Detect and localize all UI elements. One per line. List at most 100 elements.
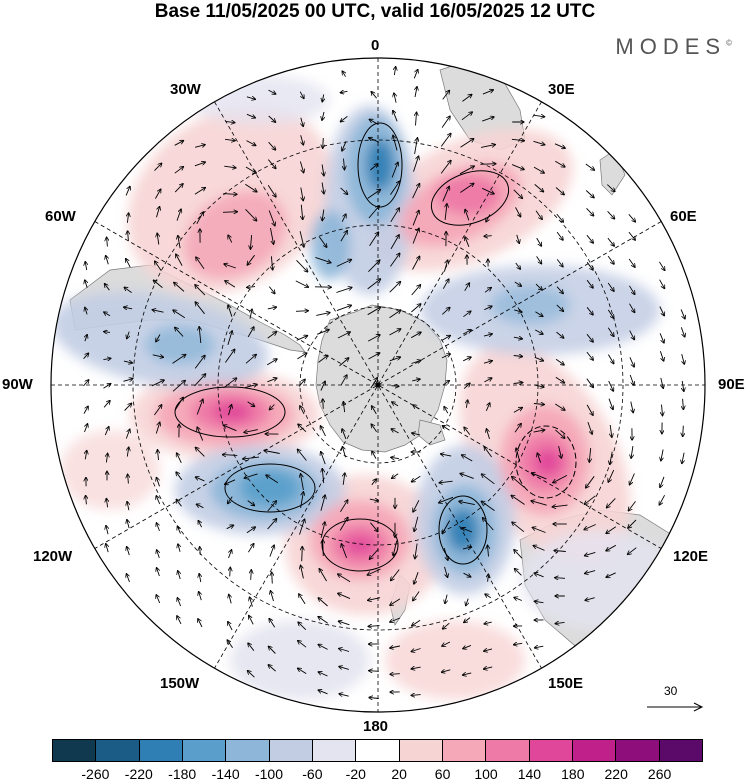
colorbar-swatch bbox=[96, 740, 140, 761]
wind-vector bbox=[442, 91, 450, 100]
wind-vector bbox=[246, 140, 256, 146]
wind-vector bbox=[369, 626, 380, 627]
wind-vector bbox=[245, 473, 258, 478]
wind-vector bbox=[194, 145, 205, 148]
wind-vector bbox=[336, 288, 351, 293]
wind-vector bbox=[155, 261, 162, 271]
wind-vector bbox=[462, 528, 473, 533]
wind-vector bbox=[172, 381, 185, 392]
wind-vector bbox=[512, 522, 525, 533]
wind-vector bbox=[608, 398, 613, 410]
wind-vector bbox=[586, 207, 594, 215]
wind-vector bbox=[338, 593, 351, 600]
wind-vector bbox=[245, 208, 257, 220]
wind-vector bbox=[367, 279, 381, 290]
wind-vector bbox=[194, 356, 205, 369]
polar-map bbox=[50, 57, 706, 713]
wind-vector bbox=[628, 547, 637, 555]
wind-vector bbox=[412, 229, 419, 244]
wind-vector bbox=[128, 475, 129, 484]
wind-vector bbox=[460, 474, 474, 479]
wind-vector bbox=[534, 356, 543, 360]
wind-vector bbox=[194, 374, 206, 387]
colorbar-swatch bbox=[659, 740, 702, 761]
wind-vector bbox=[369, 499, 378, 501]
wind-vector bbox=[228, 305, 233, 317]
wind-vector bbox=[488, 546, 489, 557]
wind-vector bbox=[123, 379, 133, 382]
wind-vector bbox=[156, 496, 161, 505]
wind-vector bbox=[337, 332, 350, 339]
wind-vector bbox=[610, 424, 612, 437]
colorbar-tick-label: -100 bbox=[254, 766, 284, 782]
wind-vector bbox=[556, 286, 563, 294]
wind-vector bbox=[106, 256, 109, 265]
wind-vector bbox=[84, 424, 88, 433]
wind-vector bbox=[154, 405, 161, 416]
wind-vector bbox=[514, 550, 523, 559]
wind-vector bbox=[372, 451, 377, 459]
wind-vector bbox=[488, 574, 489, 582]
wind-vector bbox=[534, 184, 544, 191]
wind-vector bbox=[339, 358, 349, 367]
wind-vector bbox=[586, 307, 593, 314]
colorbar-swatch bbox=[182, 740, 227, 761]
wind-vector bbox=[127, 547, 130, 556]
wind-vector bbox=[463, 572, 471, 577]
wind-vector bbox=[606, 572, 616, 577]
wind-vector bbox=[319, 236, 326, 247]
wind-vector bbox=[483, 334, 492, 336]
wind-vector bbox=[389, 282, 401, 293]
wind-vector bbox=[370, 548, 379, 559]
colorbar-swatch bbox=[442, 740, 487, 761]
wind-vector bbox=[482, 187, 494, 193]
colorbar-swatch bbox=[486, 740, 530, 761]
wind-vector bbox=[555, 187, 564, 195]
wind-vector bbox=[338, 574, 351, 583]
wind-vector bbox=[196, 448, 205, 457]
wind-vector bbox=[177, 453, 182, 463]
wind-vector bbox=[178, 571, 180, 580]
wind-vector bbox=[513, 189, 522, 198]
wind-vector bbox=[227, 331, 232, 346]
wind-vector bbox=[229, 595, 231, 604]
wind-vectors bbox=[83, 67, 685, 699]
wind-vector bbox=[269, 647, 276, 654]
wind-vector bbox=[248, 671, 255, 678]
wind-vector bbox=[228, 405, 232, 416]
wind-vector bbox=[533, 528, 546, 533]
wind-vector bbox=[245, 355, 256, 364]
wind-vector bbox=[513, 408, 522, 413]
wind-vector bbox=[85, 308, 87, 315]
wind-vector bbox=[298, 641, 307, 648]
wind-vector bbox=[196, 400, 203, 415]
wind-vector bbox=[298, 622, 307, 631]
wind-vector bbox=[178, 544, 180, 552]
wind-vector bbox=[226, 525, 234, 530]
wind-vector bbox=[585, 598, 595, 601]
wind-vector bbox=[302, 547, 303, 562]
wind-vector bbox=[442, 670, 451, 672]
wind-vector bbox=[585, 495, 596, 504]
wind-vector bbox=[301, 187, 303, 201]
wind-vector bbox=[106, 499, 107, 508]
wind-vector bbox=[230, 568, 231, 577]
wind-vector bbox=[177, 500, 182, 507]
wind-vector bbox=[368, 568, 381, 575]
wind-vector bbox=[156, 207, 160, 218]
wind-vector bbox=[104, 427, 108, 436]
wind-vector bbox=[610, 451, 612, 465]
wind-vector bbox=[682, 452, 684, 464]
wind-vector bbox=[411, 695, 421, 696]
wind-vector bbox=[391, 457, 399, 458]
wind-vector bbox=[514, 598, 522, 601]
wind-vector bbox=[414, 138, 418, 154]
wind-vector bbox=[465, 210, 470, 221]
wind-vector bbox=[266, 359, 277, 366]
wind-vector bbox=[341, 91, 348, 92]
wind-vector bbox=[484, 378, 491, 383]
wind-vector bbox=[487, 429, 490, 440]
wind-vector bbox=[412, 184, 420, 199]
wind-vector bbox=[512, 477, 525, 488]
wind-vector bbox=[244, 429, 258, 433]
